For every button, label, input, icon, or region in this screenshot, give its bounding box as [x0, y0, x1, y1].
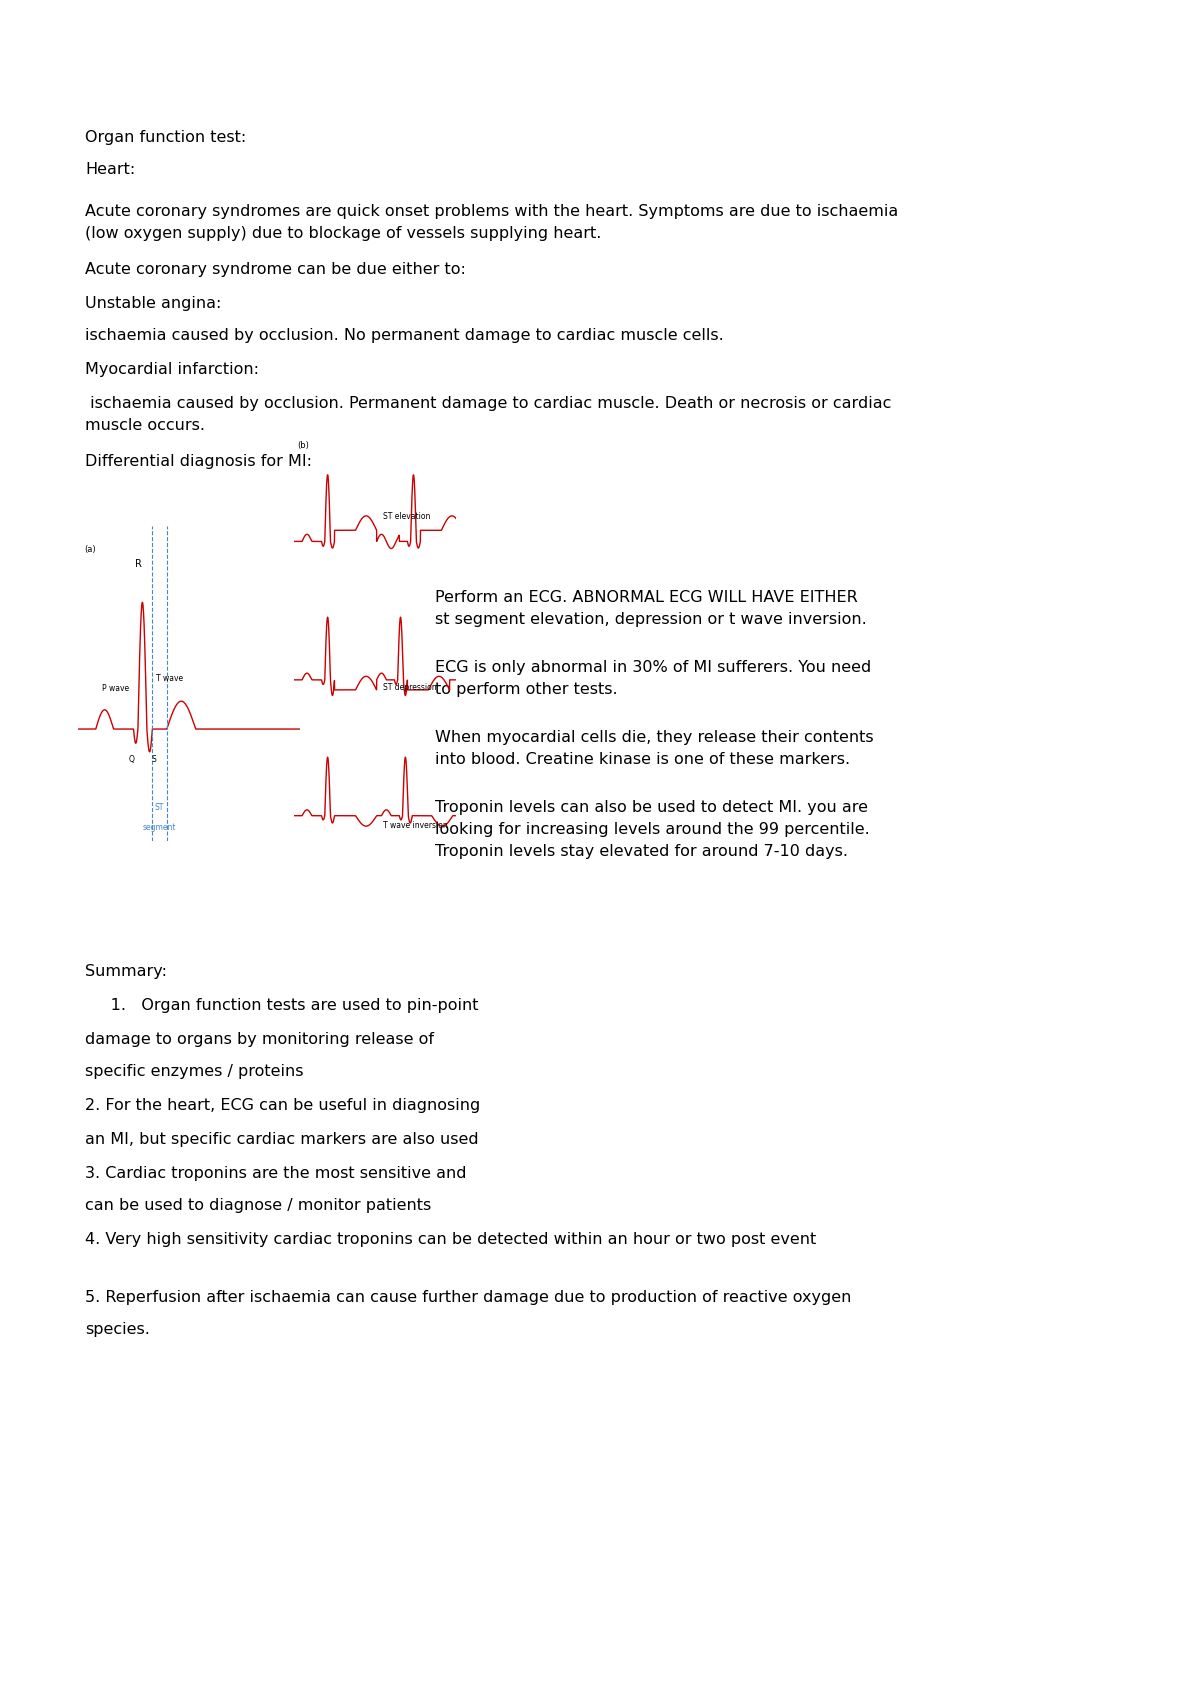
Text: ST elevation: ST elevation [383, 513, 431, 521]
Text: (b): (b) [298, 441, 310, 450]
Text: ST: ST [155, 803, 164, 812]
Text: 4. Very high sensitivity cardiac troponins can be detected within an hour or two: 4. Very high sensitivity cardiac troponi… [85, 1233, 816, 1246]
Text: Acute coronary syndromes are quick onset problems with the heart. Symptoms are d: Acute coronary syndromes are quick onset… [85, 204, 899, 219]
Text: Differential diagnosis for MI:: Differential diagnosis for MI: [85, 453, 312, 469]
Text: (low oxygen supply) due to blockage of vessels supplying heart.: (low oxygen supply) due to blockage of v… [85, 226, 601, 241]
Text: Heart:: Heart: [85, 161, 136, 177]
Text: Acute coronary syndrome can be due either to:: Acute coronary syndrome can be due eithe… [85, 261, 466, 277]
Text: Organ function test:: Organ function test: [85, 131, 246, 144]
Text: species.: species. [85, 1323, 150, 1336]
Text: damage to organs by monitoring release of: damage to organs by monitoring release o… [85, 1032, 434, 1048]
Text: 3. Cardiac troponins are the most sensitive and: 3. Cardiac troponins are the most sensit… [85, 1167, 467, 1182]
Text: 2. For the heart, ECG can be useful in diagnosing: 2. For the heart, ECG can be useful in d… [85, 1099, 480, 1112]
Text: Summary:: Summary: [85, 964, 167, 980]
Text: into blood. Creatine kinase is one of these markers.: into blood. Creatine kinase is one of th… [436, 752, 850, 767]
Text: (a): (a) [85, 545, 96, 554]
Text: P wave: P wave [102, 684, 130, 693]
Text: st segment elevation, depression or t wave inversion.: st segment elevation, depression or t wa… [436, 611, 866, 627]
Text: Perform an ECG. ABNORMAL ECG WILL HAVE EITHER: Perform an ECG. ABNORMAL ECG WILL HAVE E… [436, 589, 858, 604]
Text: ST depression: ST depression [383, 683, 437, 693]
Text: Myocardial infarction:: Myocardial infarction: [85, 362, 259, 377]
Text: looking for increasing levels around the 99 percentile.: looking for increasing levels around the… [436, 822, 870, 837]
Text: R: R [134, 559, 142, 569]
Text: T wave: T wave [156, 674, 182, 683]
Text: When myocardial cells die, they release their contents: When myocardial cells die, they release … [436, 730, 874, 745]
Text: can be used to diagnose / monitor patients: can be used to diagnose / monitor patien… [85, 1199, 431, 1212]
Text: muscle occurs.: muscle occurs. [85, 418, 205, 433]
Text: to perform other tests.: to perform other tests. [436, 683, 618, 696]
Text: ischaemia caused by occlusion. No permanent damage to cardiac muscle cells.: ischaemia caused by occlusion. No perman… [85, 328, 724, 343]
Text: an MI, but specific cardiac markers are also used: an MI, but specific cardiac markers are … [85, 1133, 479, 1148]
Text: Troponin levels can also be used to detect MI. you are: Troponin levels can also be used to dete… [436, 800, 868, 815]
Text: segment: segment [143, 824, 176, 832]
Text: Unstable angina:: Unstable angina: [85, 295, 221, 311]
Text: S: S [151, 756, 156, 764]
Text: ischaemia caused by occlusion. Permanent damage to cardiac muscle. Death or necr: ischaemia caused by occlusion. Permanent… [85, 396, 892, 411]
Text: ECG is only abnormal in 30% of MI sufferers. You need: ECG is only abnormal in 30% of MI suffer… [436, 661, 871, 676]
Text: Q: Q [128, 756, 134, 764]
Text: 5. Reperfusion after ischaemia can cause further damage due to production of rea: 5. Reperfusion after ischaemia can cause… [85, 1290, 851, 1306]
Text: T wave inversion: T wave inversion [383, 822, 448, 830]
Text: 1.   Organ function tests are used to pin-point: 1. Organ function tests are used to pin-… [85, 998, 479, 1014]
Text: Troponin levels stay elevated for around 7-10 days.: Troponin levels stay elevated for around… [436, 844, 848, 859]
Text: specific enzymes / proteins: specific enzymes / proteins [85, 1065, 304, 1078]
